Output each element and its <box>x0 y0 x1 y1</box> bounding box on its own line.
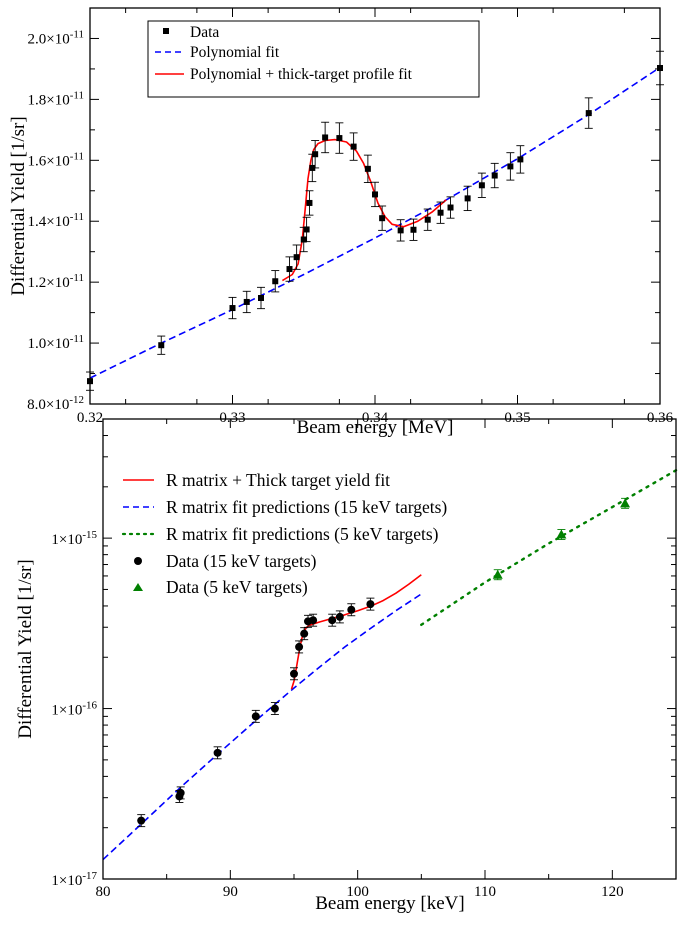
pred5-line <box>420 469 678 626</box>
top-y-tick-label: 2.0×10-11 <box>28 28 84 47</box>
data-point <box>516 145 525 174</box>
data-point <box>271 270 280 293</box>
bottom-y-tick-label: 1×10-15 <box>51 529 97 548</box>
bottom-x-tick-label: 90 <box>223 884 238 900</box>
data-point <box>584 97 593 129</box>
chart-top: 0.32 0.33 0.34 0.35 0.36 8.0×10-12 1.0×10-11 1.… <box>8 7 674 438</box>
top-axis-ticks: 0.32 0.33 0.34 0.35 0.36 8.0×10-12 1.0×10-11 1.… <box>27 8 674 426</box>
bottom-y-tick-label: 1×10-16 <box>51 700 97 719</box>
data5-point <box>620 497 631 509</box>
data-point <box>409 218 418 241</box>
rmatrix-fit-line <box>290 574 422 690</box>
top-legend: Data Polynomial fit Polynomial + thick-t… <box>147 20 480 98</box>
top-series <box>86 50 664 391</box>
profile-fit-line <box>281 138 447 282</box>
data15-point <box>213 746 222 760</box>
data-point <box>423 208 432 231</box>
top-x-tick-label: 0.35 <box>504 410 530 426</box>
data15-point <box>251 709 260 723</box>
bottom-axis-ticks: 80 90 100 110 120 1×10-17 1×10-16 1×10-15 <box>51 419 676 900</box>
bottom-x-axis-label: Beam energy [keV] <box>315 893 464 914</box>
bottom-x-tick-label: 110 <box>474 884 496 900</box>
data15-point <box>290 667 298 681</box>
polynomial-fit-line <box>89 66 661 379</box>
legend-label-profile-fit: Polynomial + thick-target profile fit <box>190 66 413 83</box>
data-point <box>446 196 455 219</box>
data-point <box>157 335 166 355</box>
top-y-tick-label: 8.0×10-12 <box>27 394 84 413</box>
data15-point <box>300 627 309 641</box>
data15-point <box>347 603 356 617</box>
legend-marker-data <box>163 28 169 34</box>
legend-label-polynomial-fit: Polynomial fit <box>190 44 280 61</box>
top-x-tick-label: 0.33 <box>219 410 245 426</box>
data15-point <box>270 702 279 716</box>
top-y-tick-label: 1.2×10-11 <box>28 272 84 291</box>
data-point <box>321 121 330 154</box>
data-point <box>311 140 320 169</box>
legend-label-data5: Data (5 keV targets) <box>166 577 308 597</box>
data-point <box>349 132 358 161</box>
data-point <box>436 201 445 224</box>
top-x-tick-label: 0.32 <box>77 410 103 426</box>
data15-point <box>176 786 185 800</box>
bottom-y-tick-label: 1×10-17 <box>51 870 97 889</box>
data15-point <box>137 814 146 828</box>
data-point <box>378 205 387 231</box>
data15-point <box>335 610 344 624</box>
data5-point <box>492 569 503 581</box>
data-point <box>363 154 372 183</box>
top-y-axis-label: Differential Yield [1/sr] <box>8 116 29 295</box>
data-point <box>335 122 344 154</box>
data-point <box>305 190 314 216</box>
data-point <box>506 152 515 181</box>
legend-label-data: Data <box>190 24 219 41</box>
data15-point <box>328 613 337 627</box>
bottom-series <box>102 469 678 861</box>
data15-point <box>309 613 318 627</box>
data-point <box>490 162 499 189</box>
top-y-tick-label: 1.6×10-11 <box>28 150 84 169</box>
top-y-tick-label: 1.0×10-11 <box>28 333 84 352</box>
data-point <box>477 172 486 198</box>
bottom-x-tick-label: 80 <box>96 884 111 900</box>
legend-label-pred15: R matrix fit predictions (15 keV targets… <box>166 497 447 517</box>
bottom-legend: R matrix + Thick target yield fit R matr… <box>121 470 447 597</box>
top-legend-box <box>147 20 480 98</box>
pred15-line <box>102 593 422 861</box>
legend-label-pred5: R matrix fit predictions (5 keV targets) <box>166 524 439 544</box>
bottom-y-axis-label: Differential Yield [1/sr] <box>15 559 36 738</box>
data-point <box>292 244 301 270</box>
bottom-x-tick-label: 120 <box>601 884 624 900</box>
data-point <box>371 181 379 208</box>
top-y-tick-label: 1.4×10-11 <box>28 211 84 230</box>
data15-point <box>366 597 375 611</box>
top-x-axis-label: Beam energy [MeV] <box>297 417 454 438</box>
legend-marker-data5 <box>133 583 143 591</box>
chart-bottom: 80 90 100 110 120 1×10-17 1×10-16 1×10-15 Beam … <box>15 418 678 914</box>
data-point <box>302 216 311 243</box>
legend-marker-data15 <box>134 557 142 565</box>
bottom-plot-frame <box>102 418 677 880</box>
data-point <box>285 256 294 282</box>
data-point <box>396 219 405 242</box>
legend-label-data15: Data (15 keV targets) <box>166 551 317 571</box>
data-point <box>242 290 251 314</box>
data-point <box>257 286 265 310</box>
data15-point <box>295 640 304 654</box>
legend-label-rmatrix-fit: R matrix + Thick target yield fit <box>166 470 390 490</box>
top-x-tick-label: 0.34 <box>362 410 389 426</box>
data5-point <box>556 529 567 540</box>
top-x-tick-label: 0.36 <box>647 410 674 426</box>
top-y-tick-label: 1.8×10-11 <box>28 89 84 108</box>
data-point <box>228 296 237 320</box>
bottom-x-tick-label: 100 <box>346 884 369 900</box>
data-point <box>463 185 472 212</box>
